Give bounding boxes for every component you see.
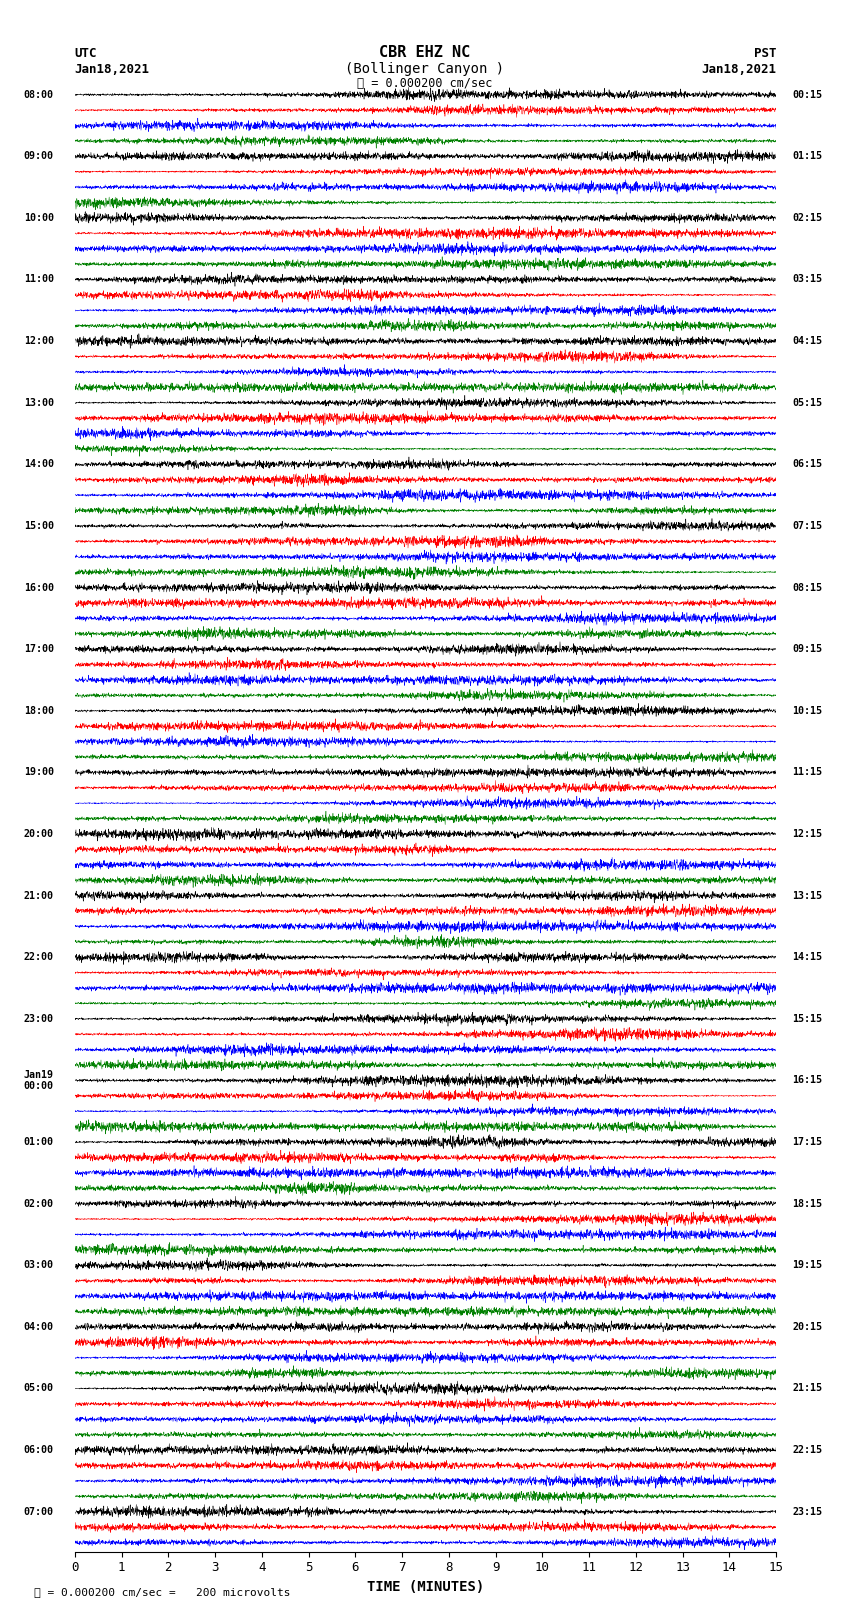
Text: Jan18,2021: Jan18,2021 [75,63,150,76]
Text: 15:15: 15:15 [792,1015,823,1024]
Text: 02:00: 02:00 [24,1198,54,1208]
Text: 19:15: 19:15 [792,1260,823,1269]
Text: 21:15: 21:15 [792,1384,823,1394]
Text: 20:15: 20:15 [792,1321,823,1332]
Text: 08:00: 08:00 [24,90,54,100]
Text: 06:15: 06:15 [792,460,823,469]
Text: 13:15: 13:15 [792,890,823,900]
Text: 22:00: 22:00 [24,952,54,963]
Text: 01:15: 01:15 [792,152,823,161]
Text: 07:00: 07:00 [24,1507,54,1516]
Text: 18:15: 18:15 [792,1198,823,1208]
Text: 21:00: 21:00 [24,890,54,900]
X-axis label: TIME (MINUTES): TIME (MINUTES) [367,1581,484,1594]
Text: 01:00: 01:00 [24,1137,54,1147]
Text: 17:15: 17:15 [792,1137,823,1147]
Text: 03:15: 03:15 [792,274,823,284]
Text: ⎵ = 0.000200 cm/sec: ⎵ = 0.000200 cm/sec [357,77,493,90]
Text: Jan19
00:00: Jan19 00:00 [24,1069,54,1092]
Text: 15:00: 15:00 [24,521,54,531]
Text: 22:15: 22:15 [792,1445,823,1455]
Text: 02:15: 02:15 [792,213,823,223]
Text: 12:15: 12:15 [792,829,823,839]
Text: 20:00: 20:00 [24,829,54,839]
Text: 09:15: 09:15 [792,644,823,655]
Text: 19:00: 19:00 [24,768,54,777]
Text: 16:00: 16:00 [24,582,54,592]
Text: 03:00: 03:00 [24,1260,54,1269]
Text: 04:15: 04:15 [792,336,823,347]
Text: 14:00: 14:00 [24,460,54,469]
Text: 11:15: 11:15 [792,768,823,777]
Text: 18:00: 18:00 [24,706,54,716]
Text: 23:15: 23:15 [792,1507,823,1516]
Text: 07:15: 07:15 [792,521,823,531]
Text: UTC: UTC [75,47,97,60]
Text: Jan18,2021: Jan18,2021 [701,63,776,76]
Text: 10:00: 10:00 [24,213,54,223]
Text: 23:00: 23:00 [24,1015,54,1024]
Text: 05:00: 05:00 [24,1384,54,1394]
Text: 16:15: 16:15 [792,1076,823,1086]
Text: 04:00: 04:00 [24,1321,54,1332]
Text: ⎵ = 0.000200 cm/sec =   200 microvolts: ⎵ = 0.000200 cm/sec = 200 microvolts [34,1587,291,1597]
Text: 09:00: 09:00 [24,152,54,161]
Text: 10:15: 10:15 [792,706,823,716]
Text: 13:00: 13:00 [24,398,54,408]
Text: 05:15: 05:15 [792,398,823,408]
Text: 06:00: 06:00 [24,1445,54,1455]
Text: 14:15: 14:15 [792,952,823,963]
Text: 08:15: 08:15 [792,582,823,592]
Text: 00:15: 00:15 [792,90,823,100]
Text: PST: PST [754,47,776,60]
Text: 11:00: 11:00 [24,274,54,284]
Text: (Bollinger Canyon ): (Bollinger Canyon ) [345,61,505,76]
Text: 17:00: 17:00 [24,644,54,655]
Text: CBR EHZ NC: CBR EHZ NC [379,45,471,60]
Text: 12:00: 12:00 [24,336,54,347]
